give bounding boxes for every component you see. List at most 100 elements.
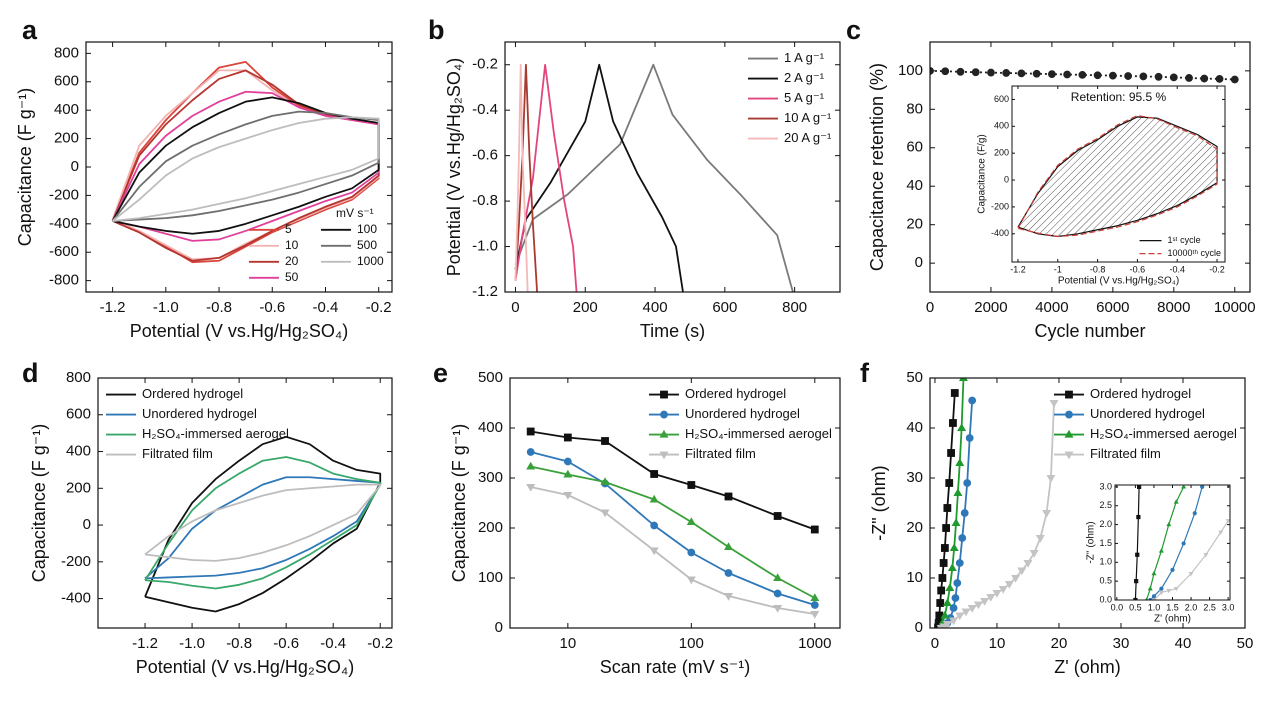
- marker: [1029, 549, 1039, 558]
- x-tick-label: 50: [1237, 635, 1254, 652]
- marker: [1078, 70, 1087, 79]
- marker: [980, 597, 990, 606]
- y-tick-label: -1.0: [472, 238, 498, 255]
- marker: [526, 483, 536, 492]
- y-tick-label: 200: [54, 130, 79, 147]
- y-tick-label: 600: [54, 73, 79, 90]
- marker: [1170, 567, 1175, 572]
- y-tick-label: 40: [906, 177, 923, 194]
- x-tick-label: 400: [643, 299, 668, 316]
- legend-label: Filtrated film: [142, 446, 213, 461]
- legend-label: 1000: [357, 254, 384, 268]
- y-tick-label: 50: [906, 369, 923, 386]
- legend-label: 20 A g⁻¹: [784, 130, 832, 145]
- x-tick-label: 2000: [974, 299, 1007, 316]
- marker: [724, 542, 733, 551]
- marker: [947, 563, 957, 572]
- x-tick-label: 600: [712, 299, 737, 316]
- x-tick-label: -1.0: [179, 635, 205, 652]
- plot-area: [111, 60, 380, 264]
- plot-frame: [1114, 484, 1231, 601]
- marker: [1042, 509, 1052, 518]
- x-tick-label: 1.5: [1166, 602, 1179, 612]
- x-tick-label: -1.2: [100, 299, 126, 316]
- marker: [526, 427, 535, 436]
- x-tick-label: 0.0: [1111, 602, 1124, 612]
- marker: [563, 469, 573, 478]
- legend: Ordered hydrogel Unordered hydrogel H₂SO₄-…: [1053, 386, 1237, 461]
- y-tick-label: 0.5: [1099, 576, 1112, 586]
- x-axis-label: Time (s): [640, 321, 705, 341]
- y-tick-label: 200: [478, 519, 503, 536]
- y-tick-label: 800: [66, 369, 91, 386]
- legend-label: 100: [357, 222, 377, 236]
- legend-label: 10000ᵗʰ cycle: [1168, 248, 1221, 258]
- marker: [1188, 571, 1194, 577]
- marker: [1230, 75, 1239, 84]
- y-tick-label: 400: [54, 101, 79, 118]
- legend: Ordered hydrogel Unordered hydrogel H₂SO₄-…: [106, 386, 289, 461]
- x-tick-label: -0.2: [1209, 264, 1225, 274]
- legend-label: Unordered hydrogel: [142, 406, 257, 421]
- y-tick-label: -200: [991, 201, 1009, 211]
- legend-label: H₂SO₄-immersed aerogel: [1090, 426, 1237, 441]
- y-tick-label: -400: [61, 590, 91, 607]
- series-line: [514, 63, 794, 292]
- marker: [947, 449, 955, 457]
- y-tick-label: 1.5: [1099, 538, 1112, 548]
- marker: [1200, 74, 1209, 83]
- y-tick-label: -400: [991, 228, 1009, 238]
- plot-frame: [85, 41, 393, 293]
- y-tick-label: 800: [54, 44, 79, 61]
- marker: [1004, 580, 1014, 589]
- plot-area: [514, 63, 794, 292]
- x-tick-label: 100: [679, 635, 704, 652]
- marker: [1181, 485, 1187, 489]
- y-tick-label: 200: [66, 479, 91, 496]
- x-tick-label: 10: [989, 635, 1006, 652]
- x-tick-label: 0: [926, 299, 934, 316]
- legend-label: H₂SO₄-immersed aerogel: [142, 426, 289, 441]
- marker: [1065, 410, 1073, 419]
- legend-label: Unordered hydrogel: [685, 406, 800, 421]
- marker: [956, 67, 965, 76]
- marker: [1139, 72, 1148, 81]
- series-line: [112, 116, 380, 222]
- x-tick-label: 4000: [1035, 299, 1068, 316]
- y-tick-label: 600: [66, 406, 91, 423]
- marker: [936, 599, 945, 607]
- marker: [1048, 70, 1056, 79]
- y-axis-label: Capacitance (F g⁻¹): [29, 424, 49, 583]
- marker: [773, 589, 782, 598]
- y-tick-label: -0.4: [472, 101, 498, 118]
- marker: [951, 518, 961, 527]
- marker: [958, 534, 967, 542]
- x-tick-label: -0.4: [1169, 264, 1185, 274]
- marker: [659, 429, 669, 438]
- marker: [810, 525, 819, 534]
- legend: mV s⁻¹ 5 10 20 50 100 500 1000: [248, 206, 384, 284]
- y-tick-label: 40: [906, 419, 923, 436]
- marker: [1147, 586, 1153, 591]
- panel-label: e: [433, 358, 448, 388]
- marker: [940, 610, 950, 619]
- x-tick-label: 10000: [1214, 299, 1256, 316]
- marker: [1181, 541, 1186, 546]
- x-tick-label: -1.0: [153, 299, 179, 316]
- marker: [687, 548, 696, 557]
- marker: [955, 458, 965, 467]
- legend: 1ˢᵗ cycle 10000ᵗʰ cycle: [1139, 235, 1221, 258]
- marker: [1065, 390, 1073, 399]
- series-line: [144, 456, 382, 590]
- marker: [955, 612, 965, 621]
- legend-label: 50: [285, 270, 299, 284]
- x-tick-label: -0.6: [273, 635, 299, 652]
- marker: [950, 389, 959, 397]
- marker: [942, 598, 952, 607]
- marker: [967, 604, 977, 613]
- series-line: [144, 483, 382, 562]
- series-line: [930, 69, 1235, 81]
- plot-frame: [504, 41, 841, 293]
- y-tick-label: 600: [994, 94, 1009, 104]
